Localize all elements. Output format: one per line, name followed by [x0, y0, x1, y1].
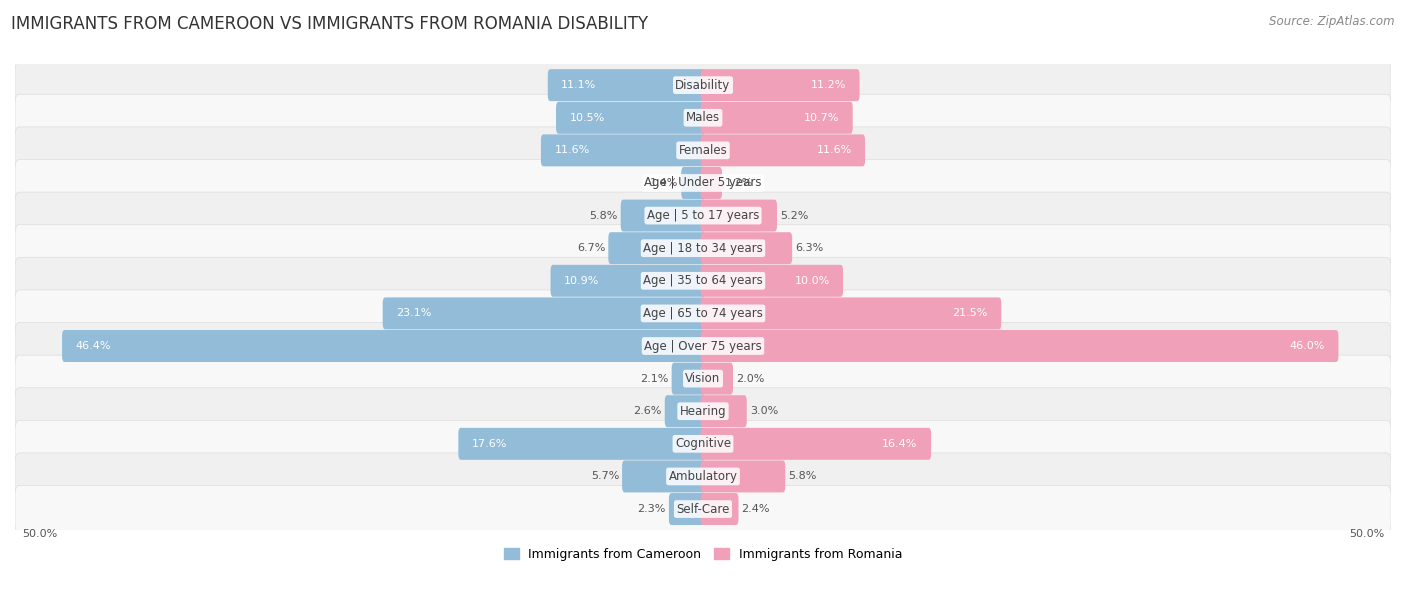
Text: Source: ZipAtlas.com: Source: ZipAtlas.com	[1270, 15, 1395, 28]
Text: 10.5%: 10.5%	[569, 113, 605, 123]
FancyBboxPatch shape	[700, 265, 844, 297]
Text: Age | 35 to 64 years: Age | 35 to 64 years	[643, 274, 763, 287]
Text: 46.0%: 46.0%	[1289, 341, 1324, 351]
FancyBboxPatch shape	[669, 493, 706, 525]
Text: 2.6%: 2.6%	[633, 406, 662, 416]
FancyBboxPatch shape	[551, 265, 706, 297]
FancyBboxPatch shape	[15, 160, 1391, 206]
FancyBboxPatch shape	[700, 297, 1001, 329]
Text: 6.3%: 6.3%	[796, 243, 824, 253]
Text: 5.8%: 5.8%	[789, 471, 817, 482]
FancyBboxPatch shape	[15, 420, 1391, 468]
Text: 2.4%: 2.4%	[741, 504, 770, 514]
Text: 10.9%: 10.9%	[564, 276, 599, 286]
Text: 11.1%: 11.1%	[561, 80, 596, 90]
Text: 11.6%: 11.6%	[554, 146, 589, 155]
FancyBboxPatch shape	[15, 290, 1391, 337]
FancyBboxPatch shape	[15, 62, 1391, 109]
FancyBboxPatch shape	[700, 102, 852, 134]
Text: 6.7%: 6.7%	[576, 243, 606, 253]
Legend: Immigrants from Cameroon, Immigrants from Romania: Immigrants from Cameroon, Immigrants fro…	[499, 543, 907, 566]
FancyBboxPatch shape	[620, 200, 706, 231]
Text: 5.7%: 5.7%	[591, 471, 619, 482]
Text: Vision: Vision	[685, 372, 721, 385]
FancyBboxPatch shape	[621, 460, 706, 493]
FancyBboxPatch shape	[15, 453, 1391, 500]
FancyBboxPatch shape	[665, 395, 706, 427]
FancyBboxPatch shape	[700, 330, 1339, 362]
FancyBboxPatch shape	[700, 395, 747, 427]
FancyBboxPatch shape	[15, 127, 1391, 174]
FancyBboxPatch shape	[700, 135, 865, 166]
Text: 23.1%: 23.1%	[396, 308, 432, 318]
Text: 5.2%: 5.2%	[780, 211, 808, 220]
Text: 1.4%: 1.4%	[650, 178, 678, 188]
FancyBboxPatch shape	[15, 94, 1391, 141]
FancyBboxPatch shape	[672, 363, 706, 395]
Text: 2.0%: 2.0%	[735, 373, 765, 384]
FancyBboxPatch shape	[458, 428, 706, 460]
FancyBboxPatch shape	[700, 69, 859, 101]
Text: 1.2%: 1.2%	[725, 178, 754, 188]
Text: Age | Over 75 years: Age | Over 75 years	[644, 340, 762, 353]
Text: Disability: Disability	[675, 79, 731, 92]
FancyBboxPatch shape	[15, 225, 1391, 272]
Text: 50.0%: 50.0%	[1348, 529, 1384, 539]
FancyBboxPatch shape	[382, 297, 706, 329]
FancyBboxPatch shape	[700, 460, 786, 493]
Text: 5.8%: 5.8%	[589, 211, 617, 220]
Text: 10.7%: 10.7%	[804, 113, 839, 123]
FancyBboxPatch shape	[15, 355, 1391, 402]
FancyBboxPatch shape	[548, 69, 706, 101]
FancyBboxPatch shape	[682, 167, 706, 199]
FancyBboxPatch shape	[700, 200, 778, 231]
FancyBboxPatch shape	[700, 363, 733, 395]
Text: Self-Care: Self-Care	[676, 502, 730, 515]
Text: 11.6%: 11.6%	[817, 146, 852, 155]
Text: 16.4%: 16.4%	[883, 439, 918, 449]
FancyBboxPatch shape	[541, 135, 706, 166]
FancyBboxPatch shape	[700, 232, 792, 264]
FancyBboxPatch shape	[15, 485, 1391, 532]
Text: 17.6%: 17.6%	[472, 439, 508, 449]
Text: 11.2%: 11.2%	[811, 80, 846, 90]
Text: Hearing: Hearing	[679, 405, 727, 418]
FancyBboxPatch shape	[700, 167, 723, 199]
Text: 46.4%: 46.4%	[76, 341, 111, 351]
FancyBboxPatch shape	[62, 330, 706, 362]
Text: Age | 18 to 34 years: Age | 18 to 34 years	[643, 242, 763, 255]
Text: IMMIGRANTS FROM CAMEROON VS IMMIGRANTS FROM ROMANIA DISABILITY: IMMIGRANTS FROM CAMEROON VS IMMIGRANTS F…	[11, 15, 648, 33]
Text: 2.3%: 2.3%	[637, 504, 666, 514]
Text: Age | 65 to 74 years: Age | 65 to 74 years	[643, 307, 763, 320]
Text: 50.0%: 50.0%	[22, 529, 58, 539]
Text: 2.1%: 2.1%	[640, 373, 669, 384]
Text: Ambulatory: Ambulatory	[668, 470, 738, 483]
FancyBboxPatch shape	[15, 192, 1391, 239]
Text: 3.0%: 3.0%	[749, 406, 778, 416]
Text: Age | 5 to 17 years: Age | 5 to 17 years	[647, 209, 759, 222]
Text: Age | Under 5 years: Age | Under 5 years	[644, 176, 762, 190]
Text: Females: Females	[679, 144, 727, 157]
FancyBboxPatch shape	[609, 232, 706, 264]
FancyBboxPatch shape	[700, 428, 931, 460]
FancyBboxPatch shape	[555, 102, 706, 134]
Text: Cognitive: Cognitive	[675, 438, 731, 450]
FancyBboxPatch shape	[15, 323, 1391, 370]
Text: 21.5%: 21.5%	[952, 308, 988, 318]
FancyBboxPatch shape	[700, 493, 738, 525]
FancyBboxPatch shape	[15, 257, 1391, 304]
Text: Males: Males	[686, 111, 720, 124]
FancyBboxPatch shape	[15, 388, 1391, 435]
Text: 10.0%: 10.0%	[794, 276, 830, 286]
